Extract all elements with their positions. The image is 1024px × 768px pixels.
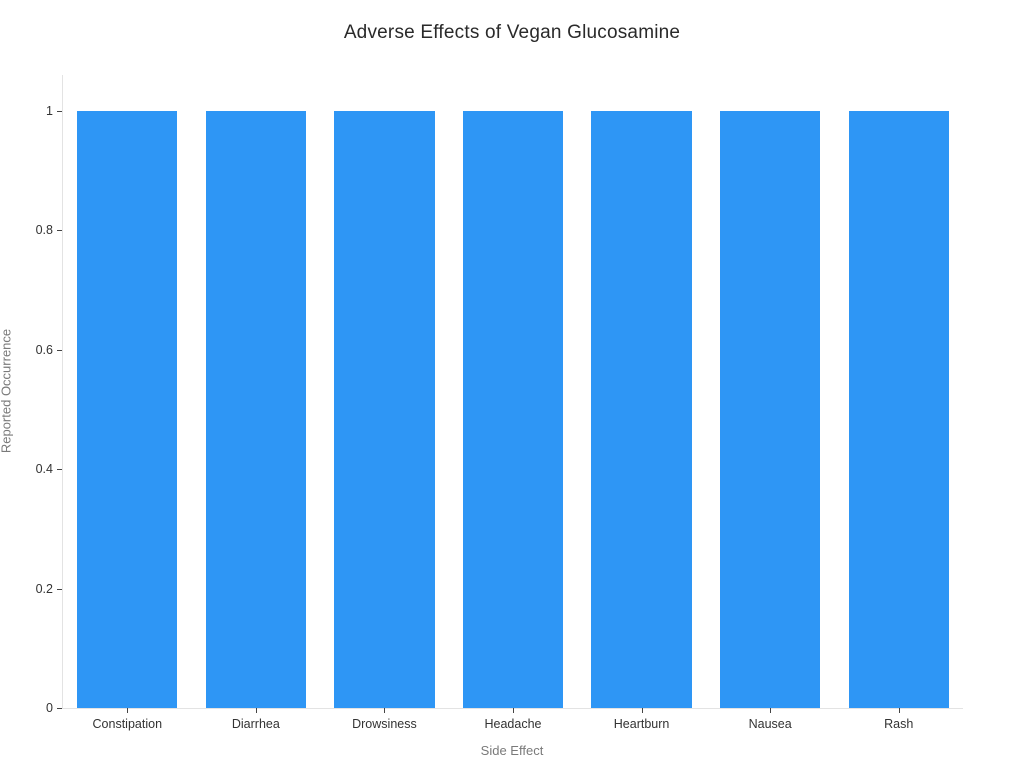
y-tick-label: 0 (46, 701, 53, 715)
plot-area: Constipation Diarrhea Drowsiness Headache He… (36, 75, 963, 731)
x-tick-label: Drowsiness (352, 717, 417, 731)
chart-title: Adverse Effects of Vegan Glucosamine (343, 22, 681, 43)
x-tick-label: Nausea (748, 717, 792, 731)
y-tick-label: 1 (46, 103, 53, 118)
y-tick-mark (57, 469, 62, 471)
y-tick-mark (57, 230, 62, 232)
bar-headache (462, 110, 564, 708)
x-tick-label: Heartburn (613, 717, 670, 731)
y-tick-label: 0.4 (35, 462, 53, 477)
y-tick-mark (57, 349, 62, 351)
x-tick-mark (770, 708, 772, 713)
y-tick-label: 0.6 (35, 342, 53, 357)
bar-drowsiness (334, 110, 435, 708)
x-tick-label: Diarrhea (231, 717, 280, 731)
bar-heartburn (591, 110, 692, 708)
y-tick-mark (57, 708, 62, 709)
x-tick-label: Headache (484, 717, 542, 731)
bar-constipation (77, 110, 178, 708)
x-tick-label: Rash (884, 717, 914, 731)
bar-diarrhea (205, 110, 306, 708)
x-tick-mark (641, 708, 643, 713)
x-tick-label: Constipation (92, 717, 163, 731)
bar-rash (848, 110, 949, 708)
x-tick-mark (898, 708, 900, 713)
x-tick-mark (255, 708, 257, 713)
y-tick-label: 0.2 (35, 581, 53, 596)
x-tick-mark (513, 708, 514, 713)
y-tick-label: 0.8 (35, 223, 53, 238)
y-tick-mark (57, 588, 62, 590)
bar-nausea (720, 110, 821, 708)
y-axis-title: Reported Occurrence (0, 328, 14, 454)
x-tick-mark (127, 708, 129, 713)
y-tick-mark (57, 110, 62, 112)
x-axis-title: Side Effect (480, 743, 544, 758)
x-tick-mark (384, 708, 386, 713)
